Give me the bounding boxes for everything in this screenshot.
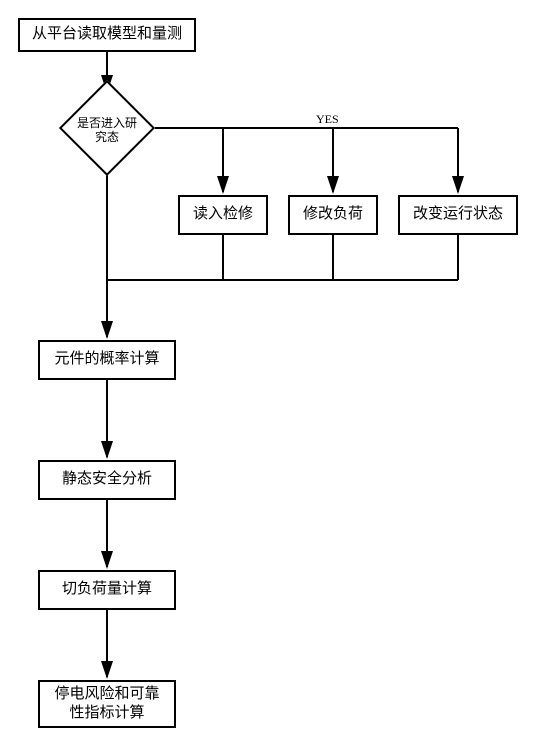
node-change-label: 改变运行状态 [413,205,503,225]
node-prob: 元件的概率计算 [38,340,176,380]
node-read: 读入检修 [178,195,268,235]
node-cut: 切负荷量计算 [38,570,176,610]
node-change: 改变运行状态 [398,195,518,235]
node-modify: 修改负荷 [288,195,378,235]
node-risk-label: 停电风险和可靠性指标计算 [50,685,164,724]
node-static-label: 静态安全分析 [62,470,152,490]
node-prob-label: 元件的概率计算 [54,350,159,370]
node-cut-label: 切负荷量计算 [62,580,152,600]
node-static: 静态安全分析 [38,460,176,500]
edge-label-yes: YES [316,112,339,127]
node-decision [59,80,155,176]
node-read-label: 读入检修 [193,205,253,225]
node-start-label: 从平台读取模型和量测 [32,25,182,45]
node-start: 从平台读取模型和量测 [18,18,196,52]
node-risk: 停电风险和可靠性指标计算 [38,680,176,728]
node-modify-label: 修改负荷 [303,205,363,225]
